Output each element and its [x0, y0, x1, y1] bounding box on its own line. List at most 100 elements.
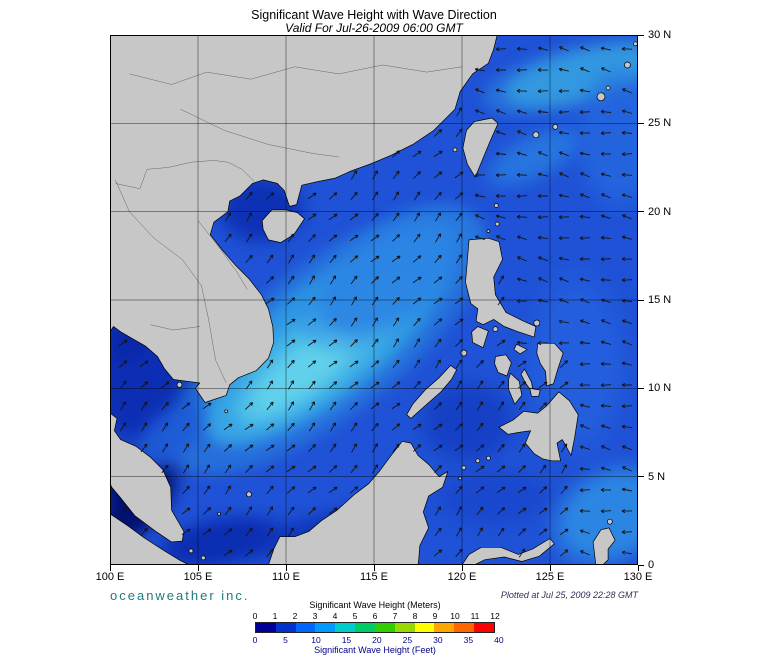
island	[532, 131, 540, 139]
legend-meters-tick: 4	[332, 611, 338, 621]
island	[452, 147, 458, 153]
island	[552, 124, 559, 130]
colorbar-cell	[434, 623, 455, 632]
chart-title: Significant Wave Height with Wave Direct…	[251, 8, 497, 22]
y-axis-label: 30 N	[648, 29, 672, 41]
legend-meters-tick: 0	[252, 611, 258, 621]
legend-feet-tick: 40	[494, 635, 504, 645]
legend-feet-tick: 35	[463, 635, 474, 645]
colorbar-cell	[335, 623, 356, 632]
legend-feet-tick: 10	[311, 635, 321, 645]
colorbar-cell	[256, 623, 276, 632]
x-axis-tick	[373, 565, 375, 571]
map-canvas	[110, 35, 638, 565]
x-axis-label: 110 E	[272, 571, 300, 583]
x-axis-tick	[637, 565, 639, 571]
island	[200, 555, 206, 561]
landmass	[508, 372, 523, 405]
legend-feet-tick: 20	[372, 635, 382, 645]
legend-meters-tick: 7	[392, 611, 398, 621]
colorbar-cell	[394, 623, 415, 632]
island	[494, 221, 500, 227]
legend-meters-tick: 9	[432, 611, 438, 621]
landmass	[592, 527, 616, 565]
landmass	[110, 513, 190, 565]
y-axis-label: 25 N	[648, 117, 672, 130]
island	[486, 455, 491, 461]
x-axis-label: 125 E	[535, 571, 565, 583]
legend-meters-tick: 2	[292, 611, 298, 621]
map	[110, 35, 638, 565]
legend-meters-tick: 8	[412, 611, 418, 621]
colorbar-cell	[374, 623, 395, 632]
y-axis-tick	[638, 476, 644, 478]
colorbar-cell	[355, 623, 375, 632]
island	[605, 85, 611, 91]
y-axis-tick	[638, 211, 644, 213]
legend-feet-title: Significant Wave Height (Feet)	[314, 645, 436, 655]
y-axis-label: 15 N	[648, 294, 672, 306]
island	[486, 229, 491, 233]
island	[606, 518, 613, 525]
island	[188, 548, 194, 554]
y-axis-tick	[638, 387, 644, 389]
colorbar-cell	[295, 623, 316, 632]
x-axis-tick	[285, 565, 287, 571]
island	[217, 511, 221, 516]
y-axis-tick	[638, 122, 644, 124]
branding: oceanweather inc.	[110, 588, 250, 603]
legend-meters-tick: 10	[450, 611, 460, 621]
legend-meters-title: Significant Wave Height (Meters)	[309, 600, 441, 610]
chart-valid-time: Valid For Jul-26-2009 06:00 GMT	[285, 21, 463, 35]
y-axis-tick	[638, 564, 644, 566]
island	[492, 326, 499, 332]
landmass	[513, 343, 528, 355]
y-axis-tick	[638, 34, 644, 36]
x-axis-label: 120 E	[447, 571, 477, 583]
colorbar-cell	[474, 623, 494, 632]
island	[224, 409, 229, 414]
island	[475, 458, 481, 464]
colorbar-cell	[315, 623, 336, 632]
legend-feet-tick: 15	[341, 635, 352, 645]
y-axis-label: 20 N	[648, 205, 672, 218]
grid	[110, 35, 638, 565]
x-axis-label: 130 E	[623, 571, 653, 583]
landmass	[268, 440, 449, 565]
country-borders	[115, 64, 463, 384]
x-axis-label: 115 E	[360, 571, 388, 583]
legend-meters-tick: 5	[352, 611, 358, 621]
landmass	[498, 391, 579, 462]
landmass	[110, 412, 185, 543]
x-axis-tick	[109, 565, 111, 571]
legend-meters-tick: 1	[272, 611, 278, 621]
y-axis-label: 5 N	[648, 470, 666, 483]
landmass	[529, 387, 541, 397]
x-axis-tick	[549, 565, 551, 571]
legend-feet-tick: 0	[252, 635, 258, 645]
island	[633, 41, 638, 47]
y-axis-label: 10 N	[648, 382, 672, 395]
island	[493, 203, 499, 208]
legend-feet-tick: 30	[433, 635, 443, 645]
wave-direction-arrows	[118, 46, 633, 558]
colorbar-cell	[414, 623, 435, 632]
island	[596, 92, 606, 102]
legend-meters-tick: 12	[490, 611, 500, 621]
landmass	[465, 237, 537, 338]
island	[533, 319, 541, 327]
colorbar-cell	[275, 623, 296, 632]
x-axis-tick	[461, 565, 463, 571]
island	[460, 349, 468, 357]
legend-meters-tick: 11	[470, 611, 480, 621]
island	[176, 381, 183, 388]
landmass	[461, 538, 555, 565]
island	[458, 476, 463, 481]
landmass	[471, 326, 489, 349]
legend-meters-tick: 6	[372, 611, 378, 621]
y-axis-tick	[638, 299, 644, 301]
x-axis-label: 105 E	[183, 571, 213, 583]
legend-feet-tick: 5	[283, 635, 288, 645]
colorbar-cell	[454, 623, 475, 632]
